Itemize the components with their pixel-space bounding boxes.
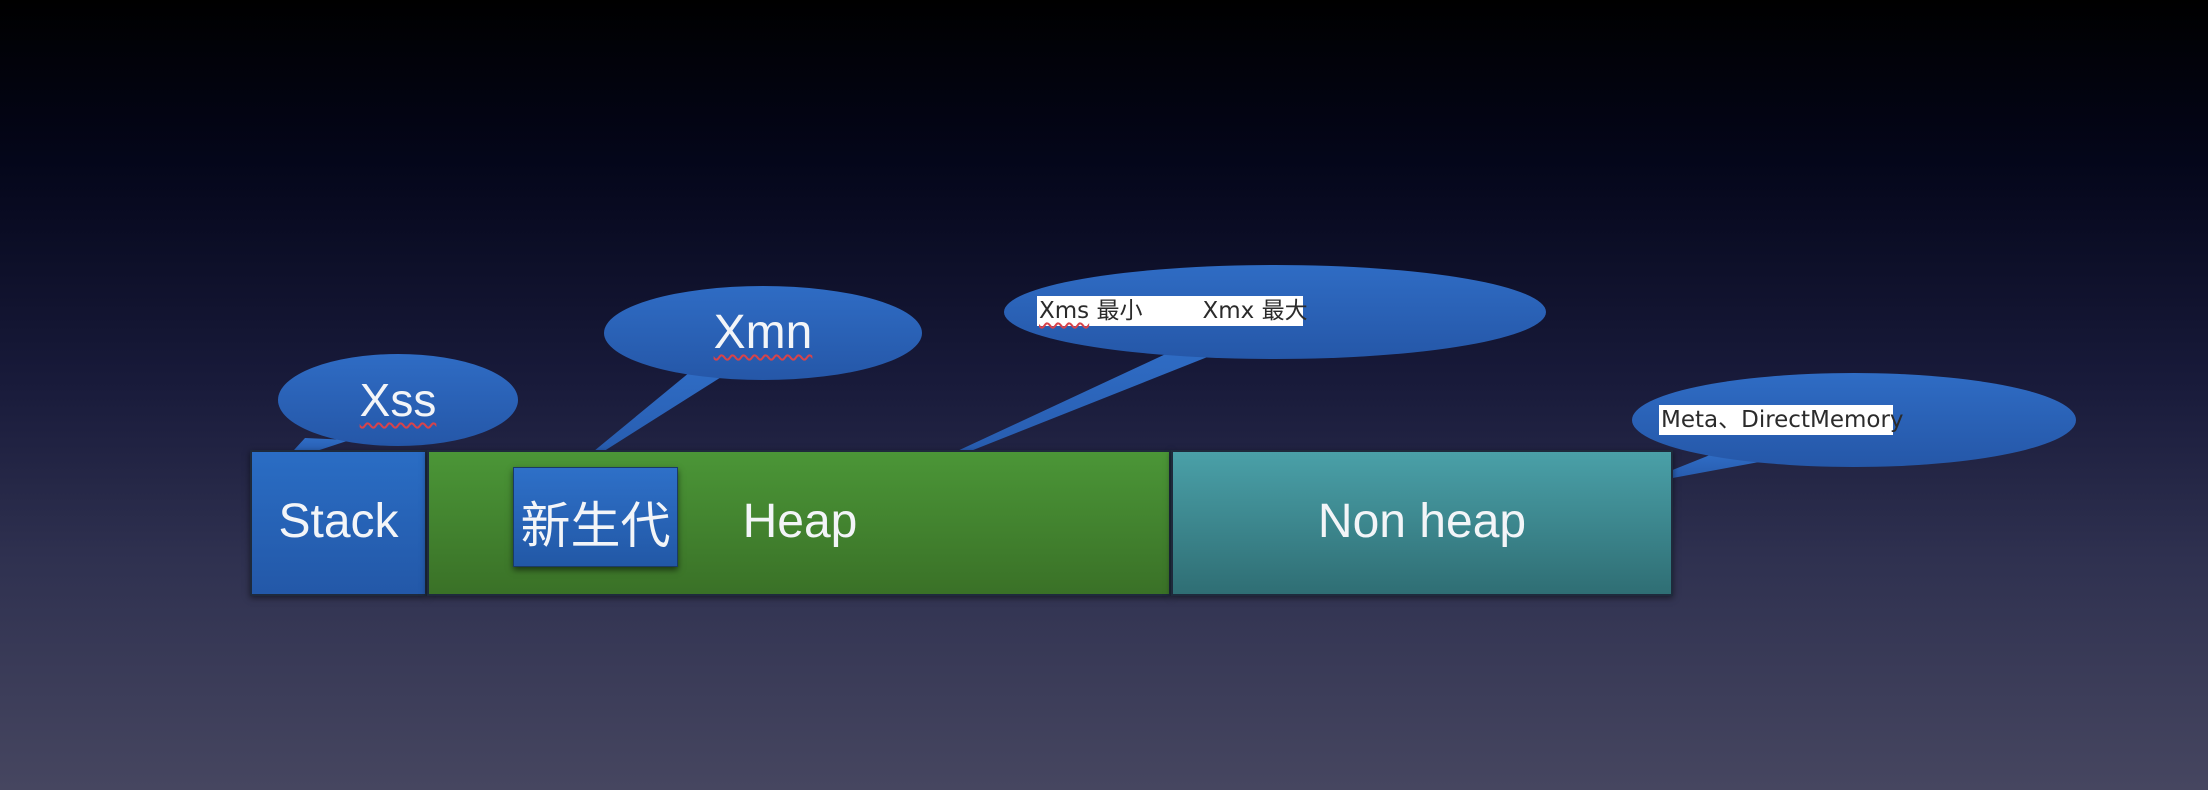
- heap-label: Heap: [742, 495, 858, 548]
- xmn-label: Xmn: [713, 306, 813, 359]
- young-generation-block: [513, 467, 678, 567]
- meta-textbox: Meta、DirectMemory: [1659, 405, 1904, 435]
- xms-min-label: 最小: [1096, 298, 1143, 324]
- non-heap-label: Non heap: [1317, 495, 1527, 548]
- non-heap-block: [1171, 450, 1673, 596]
- xmx-label: Xmx: [1202, 298, 1255, 324]
- xms-label: Xms: [1039, 298, 1090, 324]
- xss-label: Xss: [359, 374, 437, 426]
- xmx-max-label: 最大: [1261, 298, 1308, 324]
- xms-xmx-textbox: Xms 最小 Xmx 最大: [1037, 296, 1308, 326]
- stack-block: [250, 450, 427, 596]
- stack-label: Stack: [278, 495, 399, 548]
- young-generation-label: 新生代: [520, 497, 671, 555]
